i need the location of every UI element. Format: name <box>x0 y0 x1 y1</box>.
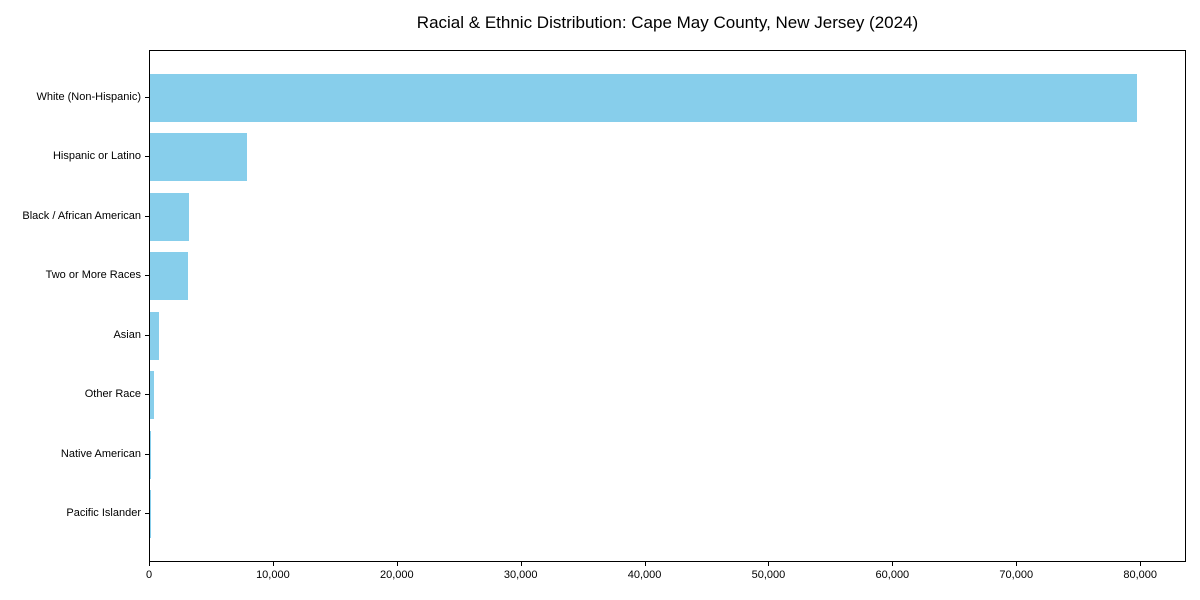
x-tick-mark <box>396 562 398 566</box>
x-tick-label-10-000: 10,000 <box>256 569 290 581</box>
y-tick-label-two-or-more-races: Two or More Races <box>45 269 141 282</box>
x-tick-label-80-000: 80,000 <box>1123 569 1157 581</box>
bar-two-or-more-races <box>150 252 189 301</box>
x-tick-label-40-000: 40,000 <box>627 569 662 581</box>
x-tick-label-30-000: 30,000 <box>503 569 538 581</box>
x-tick-mark <box>520 562 522 566</box>
y-tick-label-asian: Asian <box>113 328 141 341</box>
y-tick-label-native-american: Native American <box>60 447 141 460</box>
y-tick-mark <box>145 275 149 277</box>
chart-title: Racial & Ethnic Distribution: Cape May C… <box>416 13 919 32</box>
x-tick-label-20-000: 20,000 <box>379 569 414 581</box>
y-tick-label-other-race: Other Race <box>84 388 141 401</box>
y-tick-mark <box>145 394 149 396</box>
x-tick-mark <box>1140 562 1142 566</box>
plot-area <box>149 50 1186 562</box>
y-tick-mark <box>145 513 149 514</box>
y-tick-mark <box>145 156 149 158</box>
y-tick-label-black-african-american: Black / African American <box>22 209 141 222</box>
x-tick-mark <box>272 562 274 566</box>
y-tick-mark <box>145 215 149 217</box>
bar-hispanic-or-latino <box>150 133 247 182</box>
x-tick-mark <box>768 562 770 566</box>
y-tick-mark <box>145 97 149 98</box>
bar-white-non-hispanic <box>150 74 1138 122</box>
bar-asian <box>150 311 159 360</box>
x-tick-label-70-000: 70,000 <box>999 569 1034 581</box>
y-tick-label-white-non-hispanic: White (Non-Hispanic) <box>36 91 141 103</box>
x-tick-mark <box>644 562 646 566</box>
x-tick-mark <box>892 562 894 566</box>
x-tick-mark <box>1016 562 1018 566</box>
x-tick-mark <box>149 562 150 566</box>
y-tick-mark <box>145 334 149 336</box>
bar-black-african-american <box>150 192 190 241</box>
x-tick-label-50-000: 50,000 <box>751 569 786 581</box>
y-tick-label-hispanic-or-latino: Hispanic or Latino <box>52 150 141 163</box>
y-tick-label-pacific-islander: Pacific Islander <box>66 507 141 519</box>
bar-other-race <box>150 371 155 420</box>
x-tick-label-60-000: 60,000 <box>875 569 910 581</box>
y-tick-mark <box>145 453 149 455</box>
x-tick-label-0: 0 <box>145 569 153 581</box>
